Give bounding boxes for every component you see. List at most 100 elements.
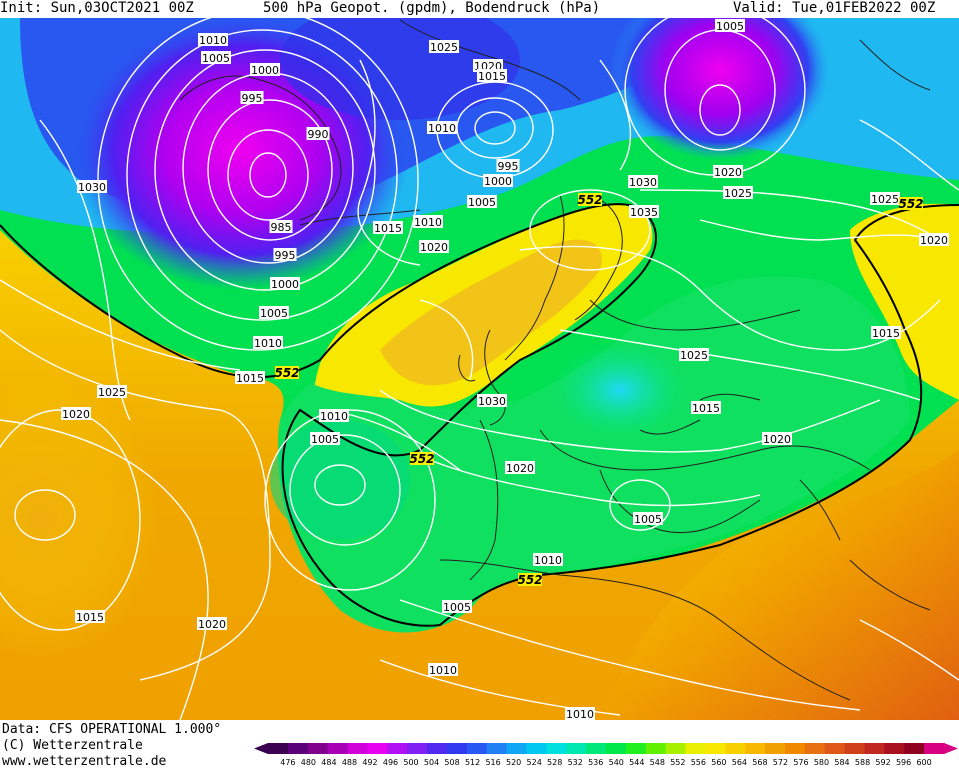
- valid-time: Valid: Tue,01FEB2022 00Z: [733, 0, 936, 16]
- isobar-label-box: [633, 512, 663, 525]
- isobar-label: 1005: [443, 601, 471, 614]
- scale-swatch: [327, 743, 349, 754]
- scale-tick: 596: [896, 758, 911, 767]
- isobar-label-box: [269, 220, 293, 233]
- scale-tick: 552: [670, 758, 685, 767]
- geopot-label: 552: [409, 452, 434, 466]
- isobar-label-box: [77, 180, 107, 193]
- isobar-label-box: [533, 553, 563, 566]
- scale-tick: 560: [711, 758, 726, 767]
- isobar-label: 1025: [871, 193, 899, 206]
- geopot-label-box: [899, 197, 923, 210]
- geopot-label-box: [275, 366, 299, 379]
- geopot-label: 552: [274, 366, 299, 380]
- scale-swatch: [566, 743, 587, 754]
- isobar-label: 1015: [872, 327, 900, 340]
- scale-swatch: [586, 743, 607, 754]
- scale-swatch: [765, 743, 786, 754]
- map-title: 500 hPa Geopot. (gpdm), Bodendruck (hPa): [263, 0, 601, 16]
- warm-southeast: [600, 450, 959, 720]
- isobar-label: 1000: [271, 278, 299, 291]
- isobar-label: 1030: [478, 395, 506, 408]
- isobar-label: 995: [498, 160, 519, 173]
- scale-swatch: [864, 743, 885, 754]
- trough-north: [280, 18, 520, 120]
- website: www.wetterzentrale.de: [2, 754, 167, 769]
- scale-swatch: [506, 743, 527, 754]
- scale-tick: 532: [568, 758, 583, 767]
- isobar-label: 1005: [202, 52, 230, 65]
- scale-swatch: [804, 743, 826, 754]
- scale-tick: 520: [506, 758, 521, 767]
- isobar-label-box: [505, 461, 535, 474]
- geopot-labels: 552 552 552 552 552: [274, 193, 924, 587]
- ridge-orange: [380, 239, 602, 386]
- scale-tick: 584: [834, 758, 849, 767]
- cutoff-green: [278, 276, 910, 633]
- scale-swatch: [824, 743, 846, 754]
- isobar-label: 1015: [692, 402, 720, 415]
- scale-tick: 480: [301, 758, 316, 767]
- isobar-label: 1020: [920, 234, 948, 247]
- isobar-label: 1030: [629, 176, 657, 189]
- isobar-label: 1025: [724, 187, 752, 200]
- isobars: [0, 18, 959, 720]
- isobar-label-box: [467, 195, 497, 208]
- scale-swatch: [606, 743, 627, 754]
- scale-tick: 508: [444, 758, 459, 767]
- isobar-label: 1000: [484, 175, 512, 188]
- isobar-label-box: [427, 121, 457, 134]
- isobar-label: 1020: [420, 241, 448, 254]
- isobar-label: 1015: [478, 70, 506, 83]
- geopot-label: 552: [577, 193, 602, 207]
- isobar-label: 1020: [714, 166, 742, 179]
- isobar-label: 1035: [630, 206, 658, 219]
- isobar-label-box: [477, 394, 507, 407]
- copyright: (C) Wetterzentrale: [2, 738, 143, 753]
- isobar-label-box: [477, 69, 507, 82]
- scale-tick: 488: [342, 758, 357, 767]
- scale-tick: 516: [485, 758, 500, 767]
- isobar-label-box: [442, 600, 472, 613]
- scale-swatch: [625, 743, 647, 754]
- low-pressure-north: [610, 18, 830, 160]
- isobar-label-box: [723, 186, 753, 199]
- isobar-label: 1005: [716, 20, 744, 33]
- isobar-label: 1010: [199, 34, 227, 47]
- scale-tick: 556: [691, 758, 706, 767]
- scale-swatch: [466, 743, 488, 754]
- scale-swatch: [387, 743, 408, 754]
- scale-tick: 600: [916, 758, 931, 767]
- scale-swatch: [665, 743, 687, 754]
- scale-swatch: [407, 743, 428, 754]
- isobar-label: 1030: [78, 181, 106, 194]
- isobar-label: 1000: [251, 64, 279, 77]
- isobar-label-box: [75, 610, 105, 623]
- scale-swatch: [725, 743, 746, 754]
- scale-tick: 484: [321, 758, 336, 767]
- scale-swatch: [526, 743, 547, 754]
- scale-swatch: [307, 743, 329, 754]
- weather-map: 1010 1005 1000 995 990 985 995 1000 1005 1010 1015…: [0, 18, 959, 720]
- isobar-label-box: [97, 385, 127, 398]
- isobar-label: 990: [308, 128, 329, 141]
- isobar-label-box: [270, 277, 300, 290]
- isobar-label-box: [715, 19, 745, 32]
- scale-arrow-left: [254, 743, 268, 754]
- isobar-label-box: [713, 165, 743, 178]
- isobar-label-box: [629, 205, 659, 218]
- geopot-552-contour: [0, 203, 959, 627]
- isobar-label-box: [253, 336, 283, 349]
- scale-swatch: [645, 743, 667, 754]
- isobar-label-box: [691, 401, 721, 414]
- green-core: [270, 420, 410, 540]
- scale-tick: 592: [875, 758, 890, 767]
- scale-swatch: [446, 743, 468, 754]
- isobar-label-box: [565, 707, 595, 720]
- isobar-label-box: [919, 233, 949, 246]
- scale-swatch: [427, 743, 448, 754]
- isobar-label: 1015: [76, 611, 104, 624]
- scale-swatch: [486, 743, 508, 754]
- scale-tick: 580: [814, 758, 829, 767]
- isobar-label: 1005: [468, 196, 496, 209]
